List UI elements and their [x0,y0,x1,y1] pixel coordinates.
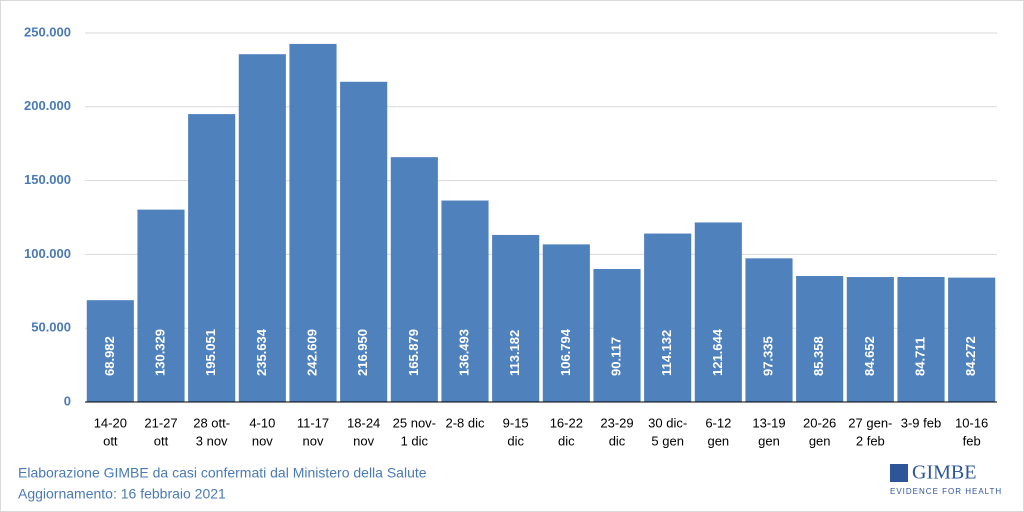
value-label: 242.609 [304,329,319,376]
bar [796,276,844,402]
x-tick-label: 21-27 [144,415,177,430]
x-tick-label: 6-12 [705,415,731,430]
x-tick-label: 14-20 [94,415,127,430]
y-tick-label: 100.000 [24,246,71,261]
bar [289,43,337,402]
x-tick-label: gen [758,433,780,448]
y-tick-label: 250.000 [24,24,71,39]
logo-icon [890,464,908,482]
bar [948,277,996,402]
value-label: 97.335 [760,336,775,376]
y-tick-label: 50.000 [31,320,71,335]
x-tick-label: gen [707,433,729,448]
bar [593,268,641,402]
x-tick-label: 25 nov- [393,415,436,430]
bar [238,54,286,402]
bar [694,222,742,402]
y-tick-label: 200.000 [24,98,71,113]
x-tick-label: dic [507,433,524,448]
value-label: 84.652 [862,336,877,376]
value-label: 114.132 [659,330,674,376]
bar [542,244,590,402]
x-tick-label: 3 nov [196,433,228,448]
value-label: 84.711 [912,337,927,376]
x-tick-label: 30 dic- [648,415,687,430]
x-tick-label: nov [353,433,374,448]
x-tick-label: 2 feb [856,433,885,448]
value-label: 165.879 [406,329,421,376]
y-tick-label: 150.000 [24,172,71,187]
value-label: 195.051 [203,329,218,376]
y-tick-label: 0 [64,393,71,408]
x-tick-label: gen [809,433,831,448]
x-tick-label: 13-19 [752,415,785,430]
value-label: 121.644 [710,328,725,376]
x-tick-label: 10-16 [955,415,988,430]
x-tick-label: 4-10 [249,415,275,430]
bar [86,300,134,402]
bar [846,277,894,402]
x-tick-label: ott [103,433,118,448]
update-note: Aggiornamento: 16 febbraio 2021 [18,486,226,502]
value-label: 90.117 [608,337,623,376]
x-tick-label: 1 dic [401,433,429,448]
value-label: 136.493 [456,329,471,376]
value-label: 106.794 [558,328,573,376]
bar [390,157,438,402]
x-tick-label: 5 gen [651,433,684,448]
value-label: 84.272 [963,336,978,376]
bar [492,234,540,402]
bar [441,200,489,402]
bar [137,209,185,402]
x-tick-label: 20-26 [803,415,836,430]
logo: GIMBE EVIDENCE FOR HEALTH [890,462,1002,496]
logo-text: GIMBE [912,462,976,484]
x-tick-label: 28 ott- [193,415,230,430]
logo-tagline: EVIDENCE FOR HEALTH [890,487,1002,496]
value-label: 113.182 [507,330,522,376]
x-tick-label: 18-24 [347,415,380,430]
value-label: 216.950 [355,329,370,376]
value-label: 68.982 [102,336,117,376]
value-label: 85.358 [811,336,826,376]
value-label: 235.634 [254,328,269,376]
source-note: Elaborazione GIMBE da casi confermati da… [18,465,427,481]
bar [897,276,945,402]
bar [644,233,692,402]
x-tick-label: feb [963,433,981,448]
x-tick-label: dic [609,433,626,448]
x-tick-label: 3-9 feb [901,415,941,430]
bar [745,258,793,402]
x-tick-label: nov [303,433,324,448]
x-tick-label: 2-8 dic [445,415,485,430]
x-tick-label: dic [558,433,575,448]
value-label: 130.329 [152,329,167,376]
x-tick-label: 16-22 [550,415,583,430]
x-tick-label: 9-15 [503,415,529,430]
x-tick-label: 27 gen- [848,415,892,430]
bar [340,81,388,402]
x-tick-label: 23-29 [600,415,633,430]
x-tick-label: ott [154,433,169,448]
x-tick-label: nov [252,433,273,448]
bar [188,114,236,402]
x-tick-label: 11-17 [297,415,329,430]
